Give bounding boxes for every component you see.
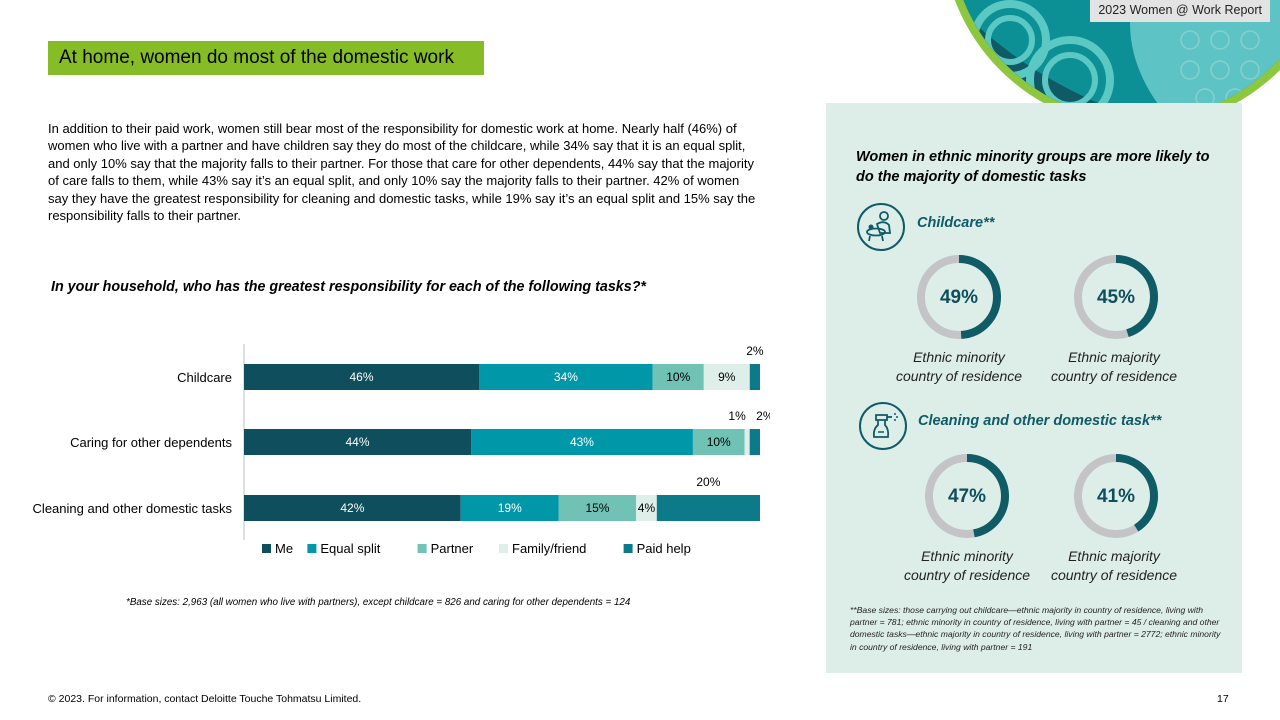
data-label: 9%	[718, 370, 736, 384]
side-panel	[826, 103, 1242, 673]
bar-segment	[471, 429, 693, 455]
chart-question: In your household, who has the greatest …	[51, 279, 646, 295]
donut-caption: Ethnic majority country of residence	[1050, 349, 1178, 384]
bar-segment	[744, 429, 750, 455]
donut-caption: Ethnic majority country of residence	[1050, 548, 1178, 583]
donut-cleaning-minority	[925, 454, 1009, 538]
bar-segment	[692, 429, 745, 455]
data-label: 43%	[570, 435, 594, 449]
donut-childcare-minority	[917, 255, 1001, 339]
bar-segment	[244, 495, 461, 521]
report-tag: 2023 Women @ Work Report	[1090, 0, 1270, 22]
legend-swatch	[417, 544, 427, 553]
chart-footnote: *Base sizes: 2,963 (all women who live w…	[126, 597, 631, 608]
decorative-header-graphic: 2023 Women @ Work Report	[950, 0, 1280, 130]
data-label: 44%	[346, 435, 370, 449]
legend-swatch	[307, 544, 317, 553]
bar-segment	[703, 364, 750, 390]
data-label: 20%	[696, 475, 720, 489]
bar-segment	[652, 364, 704, 390]
data-label: 19%	[498, 501, 522, 515]
legend-label: Equal split	[320, 541, 380, 556]
bar-segment	[749, 429, 760, 455]
legend-label: Family/friend	[512, 541, 586, 556]
category-label: Caring for other dependents	[70, 435, 232, 450]
page-title: At home, women do most of the domestic w…	[48, 41, 484, 75]
bar-segment	[749, 364, 760, 390]
category-label: Cleaning and other domestic tasks	[33, 501, 233, 516]
bar-segment	[479, 364, 653, 390]
data-label: 4%	[638, 501, 656, 515]
donut-caption: Ethnic minority country of residence	[903, 548, 1031, 583]
data-label: 10%	[666, 370, 690, 384]
page-number: 17	[1217, 693, 1229, 705]
spray-bottle-icon	[859, 402, 907, 450]
childcare-label: Childcare**	[917, 215, 995, 231]
donut-value: 41%	[1096, 486, 1136, 507]
legend-swatch	[262, 544, 271, 553]
bar-segment	[656, 495, 760, 521]
donut-value: 47%	[947, 486, 987, 507]
bar-segment	[244, 364, 480, 390]
data-label: 2%	[756, 409, 770, 423]
legend-label: Me	[275, 541, 293, 556]
bar-segment	[460, 495, 559, 521]
donut-childcare-majority	[1074, 255, 1158, 339]
data-label: 42%	[340, 501, 364, 515]
side-footnote: **Base sizes: those carrying out childca…	[850, 605, 1221, 652]
category-label: Childcare	[177, 370, 232, 385]
childcare-icon	[857, 203, 905, 251]
intro-paragraph: In addition to their paid work, women st…	[48, 121, 756, 224]
donut-caption: Ethnic minority country of residence	[895, 349, 1023, 384]
legend-label: Partner	[431, 541, 474, 556]
legend-swatch	[623, 544, 633, 553]
data-label: 1%	[728, 409, 746, 423]
bar-segment	[558, 495, 637, 521]
data-label: 46%	[349, 370, 373, 384]
legend-swatch	[499, 544, 508, 553]
cleaning-label: Cleaning and other domestic task**	[918, 413, 1162, 429]
bar-segment	[636, 495, 657, 521]
data-label: 2%	[746, 344, 764, 358]
bar-segment	[244, 429, 472, 455]
legend-label: Paid help	[637, 541, 691, 556]
data-label: 34%	[554, 370, 578, 384]
donut-value: 49%	[939, 287, 979, 308]
donut-value: 45%	[1096, 287, 1136, 308]
donut-cleaning-majority	[1074, 454, 1158, 538]
side-panel-title: Women in ethnic minority groups are more…	[856, 149, 1210, 185]
data-label: 15%	[585, 501, 609, 515]
data-label: 10%	[707, 435, 731, 449]
stacked-bar-chart: Childcare 46% 34% 10% 9% 2% Caring for other d…	[33, 344, 770, 556]
copyright: © 2023. For information, contact Deloitt…	[48, 693, 362, 705]
